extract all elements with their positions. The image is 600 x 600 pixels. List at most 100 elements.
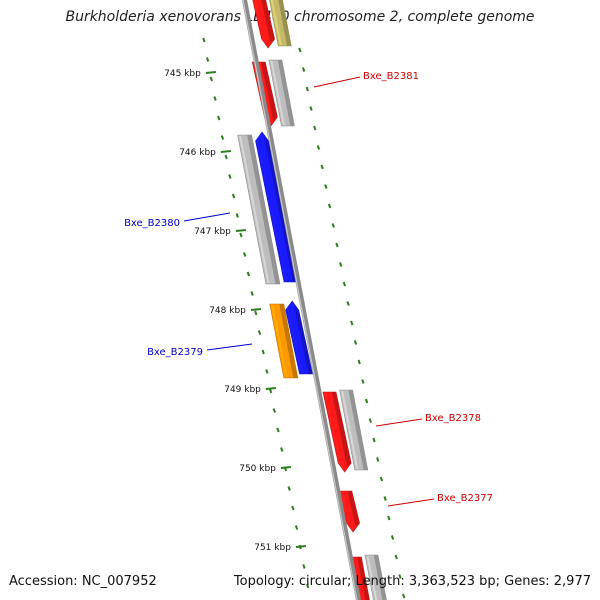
gene-feature-shade (261, 62, 278, 121)
major-tick (235, 229, 246, 232)
gene-feature-highlight (366, 556, 378, 600)
gene-feature-shade (373, 555, 387, 600)
gene-feature-shade (331, 392, 352, 467)
gene-feature-shade (261, 0, 275, 43)
tick-rail-dot-left (265, 369, 269, 374)
tick-rail-dot-left (268, 388, 273, 394)
gene-label[interactable]: Bxe_B2381 (363, 71, 419, 82)
tick-rail-dot-right (357, 359, 361, 365)
gene-label[interactable]: Bxe_B2379 (147, 347, 203, 358)
tick-rail-dot-right (379, 476, 384, 482)
gene-feature-highlight (270, 61, 285, 125)
gene-feature-highlight (341, 391, 359, 469)
tick-rail-dot-right (313, 125, 317, 131)
backbone-highlight (242, 0, 358, 600)
tick-rail-dot-left (243, 252, 247, 257)
tick-rail-dot-right (331, 223, 335, 228)
tick-rail-dot-left (202, 37, 206, 43)
tick-rail-dot-right (301, 67, 306, 72)
gene-feature-highlight (287, 310, 304, 373)
tick-rail-dot-left (235, 213, 239, 218)
tick-rail-dot-right (368, 418, 372, 423)
tick-rail-dot-right (364, 398, 369, 404)
tick-rail-dot-left (239, 232, 243, 238)
tick-rail-dot-right (339, 262, 343, 267)
tick-rail-dot-left (254, 310, 258, 316)
tick-rail-dot-left (306, 583, 310, 589)
gene-label[interactable]: Bxe_B2378 (425, 413, 481, 424)
gene-feature-shade (277, 60, 295, 126)
tick-rail-dot-right (346, 301, 350, 306)
gene-feature-highlight (257, 141, 288, 281)
tick-rail-dot-left (250, 291, 254, 296)
tick-rail-dot-right (398, 574, 402, 579)
tick-rail-dot-left (228, 174, 232, 179)
tick-rail-dot-right (309, 106, 313, 111)
gene-feature-highlight (271, 305, 288, 377)
backbone-line (242, 0, 361, 600)
tick-rail-dot-left (291, 505, 295, 511)
tick-rail-dot-left (246, 271, 251, 277)
tick-rail-dot-right (402, 593, 406, 599)
genome-summary-text: Topology: circular; Length: 3,363,523 bp… (233, 574, 591, 589)
tick-rail-dot-left (205, 57, 210, 62)
gene-feature-highlight (253, 0, 266, 39)
gene-label[interactable]: Bxe_B2380 (124, 218, 180, 229)
tick-rail-dot-left (231, 193, 236, 199)
tick-rail-dot-right (353, 340, 358, 345)
gene-label-leader (183, 212, 231, 222)
gene-feature-shade (348, 390, 368, 470)
tick-rail-dot-left (302, 564, 306, 569)
tick-rail-dot-right (320, 164, 324, 170)
gene-label-leader (206, 343, 253, 351)
tick-rail-dot-left (280, 447, 284, 452)
tick-rail-dot-left (287, 486, 291, 491)
major-tick (220, 150, 231, 153)
tick-rail-dot-right (327, 203, 332, 209)
gene-feature-shade (279, 304, 298, 378)
tick-label: 747 kbp (194, 227, 231, 237)
major-tick (205, 71, 216, 74)
major-tick (250, 308, 261, 311)
gene-feature-shade (347, 491, 360, 527)
tick-rail-dot-right (383, 496, 387, 501)
tick-label: 751 kbp (254, 543, 291, 553)
tick-rail-dot-left (209, 76, 213, 82)
tick-rail-dot-right (342, 281, 347, 287)
gene-label-leader (387, 498, 435, 507)
tick-rail-dot-right (350, 320, 354, 326)
tick-rail-dot-right (394, 554, 398, 560)
tick-rail-dot-left (213, 96, 217, 101)
tick-rail-dot-right (316, 145, 321, 150)
major-tick (280, 466, 292, 469)
tick-rail-dot-right (387, 515, 391, 521)
tick-rail-dot-left (294, 525, 299, 530)
tick-rail-dot-right (335, 242, 339, 248)
accession-text: Accession: NC_007952 (9, 574, 157, 589)
tick-rail-dot-right (305, 86, 309, 92)
tick-rail-dot-left (224, 154, 228, 160)
tick-rail-dot-right (376, 457, 380, 462)
tick-rail-dot-left (217, 115, 221, 121)
tick-label: 749 kbp (224, 385, 261, 395)
tick-label: 750 kbp (239, 464, 276, 474)
gene-label[interactable]: Bxe_B2377 (437, 493, 493, 504)
gene-label-leader (313, 76, 361, 88)
tick-label: 748 kbp (209, 306, 246, 316)
tick-rail-dot-left (220, 135, 225, 140)
tick-rail-dot-right (361, 379, 365, 384)
gene-feature-highlight (239, 136, 270, 283)
gene-feature-shade (247, 135, 280, 284)
tick-rail-dot-right (372, 437, 376, 443)
tick-label: 745 kbp (164, 69, 201, 79)
tick-rail-dot-right (390, 535, 395, 540)
gene-feature-shade (294, 306, 313, 374)
tick-rail-dot-right (298, 47, 302, 53)
gene-feature-highlight (324, 393, 342, 463)
tick-rail-dot-left (257, 330, 262, 335)
major-tick (295, 545, 307, 548)
gene-feature-highlight (340, 492, 351, 523)
tick-rail-dot-right (324, 184, 328, 189)
